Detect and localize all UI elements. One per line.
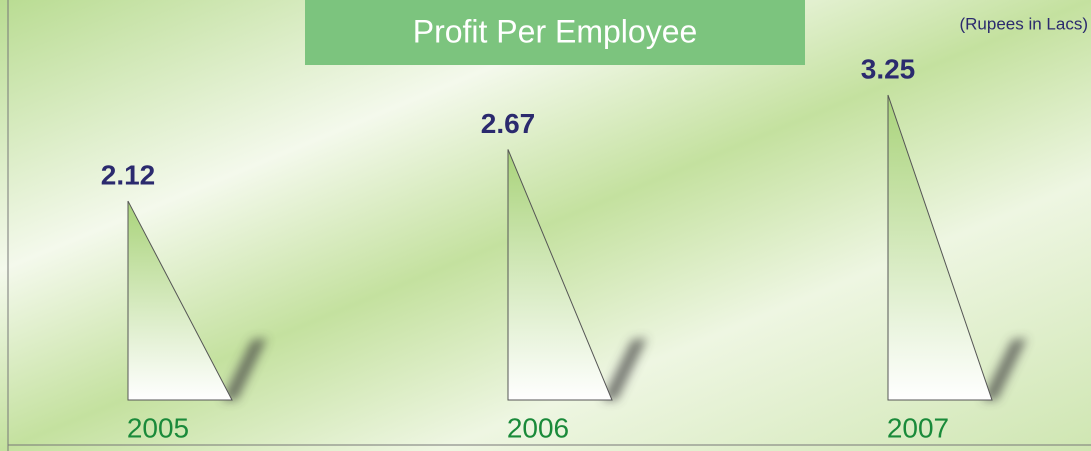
- bar: [127, 200, 233, 401]
- x-tick-label: 2006: [507, 412, 569, 443]
- bar-shadow: [222, 338, 267, 400]
- value-label: 3.25: [861, 53, 916, 84]
- bar: [887, 94, 993, 401]
- bar: [507, 149, 613, 401]
- bar-shadow: [602, 338, 647, 400]
- title-box: [305, 0, 805, 65]
- x-tick-label: 2005: [127, 412, 189, 443]
- chart-subtitle: (Rupees in Lacs): [959, 14, 1088, 33]
- value-label: 2.67: [481, 108, 536, 139]
- x-tick-label: 2007: [887, 412, 949, 443]
- value-label: 2.12: [101, 159, 156, 190]
- bar-shadow: [982, 338, 1027, 400]
- chart-title: Profit Per Employee: [413, 13, 698, 49]
